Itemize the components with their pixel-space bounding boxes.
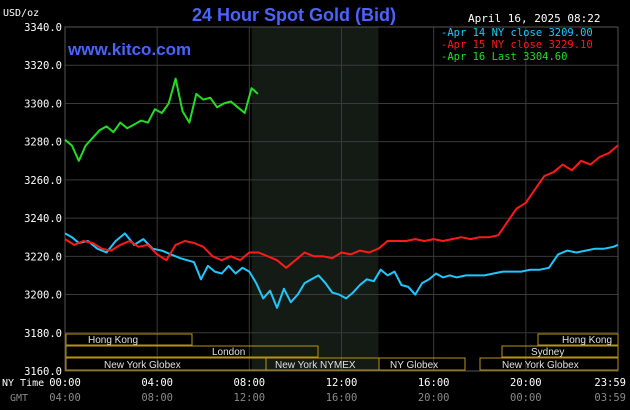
y-tick-label: 3280.0	[24, 137, 62, 149]
y-tick-label: 3300.0	[24, 98, 62, 110]
x-tick-label-gmt: 04:00	[49, 392, 81, 404]
y-tick-label: 3200.0	[24, 290, 62, 302]
y-tick-label: 3180.0	[24, 328, 62, 340]
x-tick-label-gmt: 00:00	[510, 392, 542, 404]
session-sydney-label: Sydney	[531, 347, 564, 358]
series-line-2	[64, 144, 619, 269]
ny-session-shade	[251, 27, 379, 371]
x-tick-label-gmt: 16:00	[326, 392, 358, 404]
legend-entry-1: -Apr 14 NY close 3209.00	[441, 27, 593, 39]
website-label[interactable]: www.kitco.com	[67, 40, 191, 59]
x-tick-label-ny: 23:59	[594, 377, 626, 389]
series-lines	[64, 77, 619, 309]
x-tick-labels: 00:00 04:00 04:00 08:00 08:00 12:00 12:00 16:00…	[49, 377, 626, 404]
x-tick-label-ny: 08:00	[234, 377, 266, 389]
units-label: USD/oz	[3, 8, 39, 19]
session-ny-globex-3-label: New York Globex	[502, 360, 579, 371]
y-tick-label: 3160.0	[24, 366, 62, 378]
x-axis-label-ny: NY Time	[2, 378, 44, 389]
x-tick-label-gmt: 03:59	[594, 392, 626, 404]
x-tick-label-gmt: 12:00	[234, 392, 266, 404]
market-sessions: Hong Kong Hong Kong London Sydney New Yo…	[65, 333, 619, 371]
session-ny-globex-2	[378, 357, 466, 371]
y-tick-label: 3340.0	[24, 22, 62, 34]
session-sydney-bar	[501, 345, 619, 358]
y-tick-label: 3220.0	[24, 251, 62, 263]
session-hong-kong-1-label: Hong Kong	[88, 335, 138, 346]
chart-date: April 16, 2025 08:22	[468, 12, 600, 25]
legend-entry-3: -Apr 16 Last 3304.60	[441, 51, 567, 63]
chart-title: 24 Hour Spot Gold (Bid)	[192, 5, 396, 25]
y-tick-labels: 3160.0 3180.0 3200.0 3220.0 3240.0 3260.0 3280…	[24, 22, 62, 378]
x-axis-label-gmt: GMT	[10, 393, 28, 404]
series-line-3	[64, 77, 259, 162]
x-tick-label-ny: 12:00	[326, 377, 358, 389]
session-ny-globex-2-label: NY Globex	[390, 360, 438, 371]
legend-entry-2: -Apr 15 NY close 3229.10	[441, 39, 593, 51]
y-tick-label: 3260.0	[24, 175, 62, 187]
legend: -Apr 14 NY close 3209.00-Apr 15 NY close…	[441, 27, 593, 63]
session-london-bar	[65, 345, 319, 358]
x-tick-label-ny: 00:00	[49, 377, 81, 389]
session-ny-globex-1-label: New York Globex	[104, 360, 181, 371]
x-tick-label-ny: 20:00	[510, 377, 542, 389]
x-tick-label-ny: 16:00	[418, 377, 450, 389]
session-ny-nymex-label: New York NYMEX	[275, 360, 356, 371]
session-hong-kong-2-label: Hong Kong	[562, 335, 612, 346]
session-hong-kong-1	[65, 333, 193, 346]
x-tick-label-gmt: 08:00	[141, 392, 173, 404]
y-tick-label: 3320.0	[24, 60, 62, 72]
x-tick-label-gmt: 20:00	[418, 392, 450, 404]
x-tick-label-ny: 04:00	[141, 377, 173, 389]
session-london-label: London	[212, 347, 245, 358]
y-tick-label: 3240.0	[24, 213, 62, 225]
plot-frame	[64, 26, 619, 372]
session-ny-globex-3	[479, 357, 619, 371]
session-hong-kong-2	[537, 333, 619, 346]
